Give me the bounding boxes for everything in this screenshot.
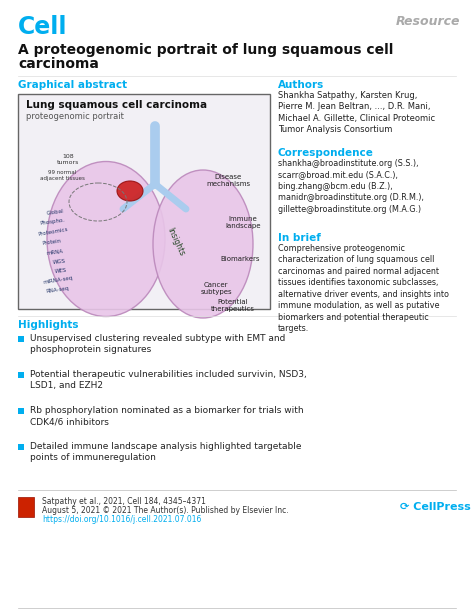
Ellipse shape	[47, 161, 165, 317]
Ellipse shape	[153, 170, 253, 318]
Ellipse shape	[117, 181, 143, 201]
Text: https://doi.org/10.1016/j.cell.2021.07.016: https://doi.org/10.1016/j.cell.2021.07.0…	[42, 515, 201, 524]
FancyBboxPatch shape	[18, 497, 34, 517]
Text: Correspondence: Correspondence	[278, 148, 374, 158]
Text: proteogenomic portrait: proteogenomic portrait	[26, 112, 124, 121]
Text: ⟳ CellPress: ⟳ CellPress	[400, 502, 471, 512]
Text: Lung squamous cell carcinoma: Lung squamous cell carcinoma	[26, 100, 207, 110]
Text: Comprehensive proteogenomic
characterization of lung squamous cell
carcinomas an: Comprehensive proteogenomic characteriza…	[278, 244, 449, 333]
Text: carcinoma: carcinoma	[18, 57, 99, 71]
Text: Cancer
subtypes: Cancer subtypes	[200, 282, 232, 295]
FancyBboxPatch shape	[18, 94, 270, 309]
Text: Unsupervised clustering revealed subtype with EMT and
phosphoprotein signatures: Unsupervised clustering revealed subtype…	[30, 334, 285, 354]
FancyBboxPatch shape	[18, 444, 24, 450]
Text: RNA-seq: RNA-seq	[46, 286, 70, 294]
Text: WGS: WGS	[52, 259, 66, 265]
Text: Satpathy et al., 2021, Cell 184, 4345–4371: Satpathy et al., 2021, Cell 184, 4345–43…	[42, 497, 206, 506]
Text: In brief: In brief	[278, 233, 321, 243]
Text: 108
tumors: 108 tumors	[57, 154, 79, 165]
Text: Insights: Insights	[165, 227, 186, 257]
Text: Graphical abstract: Graphical abstract	[18, 80, 127, 90]
Text: Shankha Satpathy, Karsten Krug,
Pierre M. Jean Beltran, ..., D.R. Mani,
Michael : Shankha Satpathy, Karsten Krug, Pierre M…	[278, 91, 435, 134]
Text: Authors: Authors	[278, 80, 324, 90]
Text: August 5, 2021 © 2021 The Author(s). Published by Elsevier Inc.: August 5, 2021 © 2021 The Author(s). Pub…	[42, 506, 289, 515]
Text: Disease
mechanisms: Disease mechanisms	[206, 174, 250, 187]
Text: Global: Global	[46, 208, 64, 216]
Text: Highlights: Highlights	[18, 320, 79, 330]
FancyBboxPatch shape	[18, 336, 24, 342]
Text: Immune
landscape: Immune landscape	[225, 216, 261, 229]
Text: Proteomics: Proteomics	[38, 227, 69, 237]
Text: WES: WES	[54, 268, 67, 274]
Text: Protein: Protein	[42, 238, 62, 246]
Text: A proteogenomic portrait of lung squamous cell: A proteogenomic portrait of lung squamou…	[18, 43, 393, 57]
Text: 99 normal
adjacent tissues: 99 normal adjacent tissues	[39, 170, 84, 181]
Text: Potential therapeutic vulnerabilities included survivin, NSD3,
LSD1, and EZH2: Potential therapeutic vulnerabilities in…	[30, 370, 307, 391]
Text: Cell: Cell	[18, 15, 67, 39]
Text: Resource: Resource	[395, 15, 460, 28]
Text: Biomarkers: Biomarkers	[220, 256, 260, 262]
Text: mRNA: mRNA	[46, 248, 64, 256]
Text: miRNA-seq: miRNA-seq	[43, 275, 73, 285]
Text: Detailed immune landscape analysis highlighted targetable
points of immuneregula: Detailed immune landscape analysis highl…	[30, 442, 301, 463]
FancyBboxPatch shape	[18, 408, 24, 414]
FancyBboxPatch shape	[18, 372, 24, 378]
Text: shankha@broadinstitute.org (S.S.),
scarr@broad.mit.edu (S.A.C.),
bing.zhang@bcm.: shankha@broadinstitute.org (S.S.), scarr…	[278, 159, 424, 214]
Text: Potential
therapeutics: Potential therapeutics	[211, 299, 255, 312]
Text: Phospho.: Phospho.	[40, 218, 65, 226]
Text: Rb phosphorylation nominated as a biomarker for trials with
CDK4/6 inhibitors: Rb phosphorylation nominated as a biomar…	[30, 406, 304, 426]
